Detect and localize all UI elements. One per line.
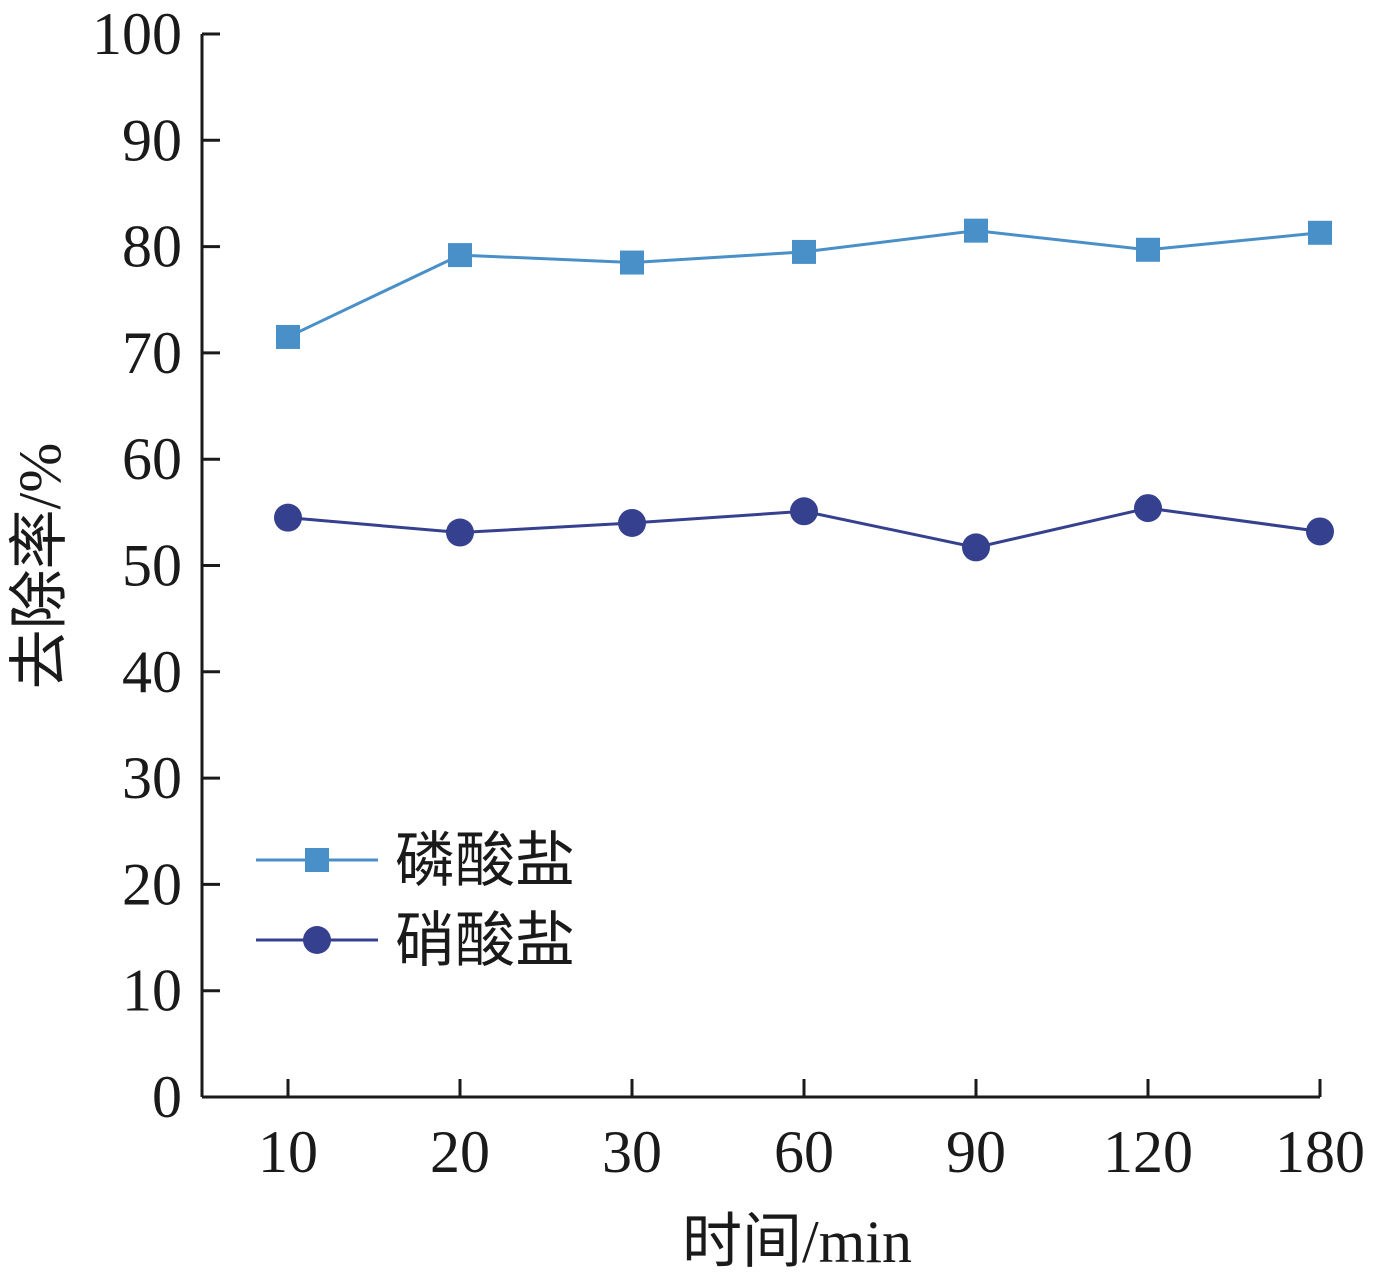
data-point-square — [792, 239, 816, 264]
series-0 — [276, 218, 1332, 349]
y-axis-title: 去除率/% — [7, 443, 73, 690]
y-tick-label: 70 — [122, 320, 182, 386]
data-point-circle — [1306, 517, 1334, 546]
axes — [200, 34, 1320, 1099]
series-1 — [274, 494, 1334, 562]
y-tick-label: 40 — [122, 639, 182, 705]
x-tick-label: 30 — [602, 1119, 662, 1185]
y-tick-label: 0 — [152, 1064, 182, 1130]
x-tick-label: 10 — [258, 1119, 318, 1185]
x-tick-label: 20 — [430, 1119, 490, 1185]
y-tick-label: 80 — [122, 214, 182, 280]
data-point-circle — [790, 497, 818, 526]
data-point-square — [276, 324, 300, 349]
data-point-circle — [962, 533, 990, 562]
data-point-circle — [446, 518, 474, 547]
legend-marker-circle — [303, 926, 331, 954]
y-tick-label: 100 — [92, 1, 182, 67]
legend-label: 磷酸盐 — [395, 828, 575, 894]
x-axis-ticks: 10 20 30 60 90 120 180 — [258, 1079, 1365, 1185]
data-point-square — [1308, 220, 1332, 245]
y-tick-label: 30 — [122, 745, 182, 811]
x-tick-label: 90 — [946, 1119, 1006, 1185]
y-tick-label: 60 — [122, 426, 182, 492]
x-tick-label: 60 — [774, 1119, 834, 1185]
data-point-square — [620, 250, 644, 275]
y-tick-label: 20 — [122, 851, 182, 917]
data-point-circle — [1134, 494, 1162, 523]
legend-item: 磷酸盐 — [256, 828, 575, 894]
series-layer — [274, 218, 1334, 562]
x-tick-label: 120 — [1103, 1119, 1193, 1185]
data-point-square — [448, 243, 472, 268]
legend-item: 硝酸盐 — [256, 908, 575, 974]
y-tick-label: 50 — [122, 533, 182, 599]
x-tick-label: 180 — [1275, 1119, 1365, 1185]
x-axis-title: 时间/min — [682, 1209, 912, 1275]
y-axis-ticks: 0 10 20 30 40 50 60 70 80 90 100 — [92, 1, 220, 1130]
y-tick-label: 10 — [122, 958, 182, 1024]
legend-marker-square — [305, 848, 329, 872]
data-point-circle — [618, 508, 646, 537]
y-tick-label: 90 — [122, 107, 182, 173]
data-point-circle — [274, 503, 302, 532]
data-point-square — [1136, 237, 1160, 262]
legend-label: 硝酸盐 — [395, 908, 575, 974]
data-point-square — [964, 218, 988, 243]
